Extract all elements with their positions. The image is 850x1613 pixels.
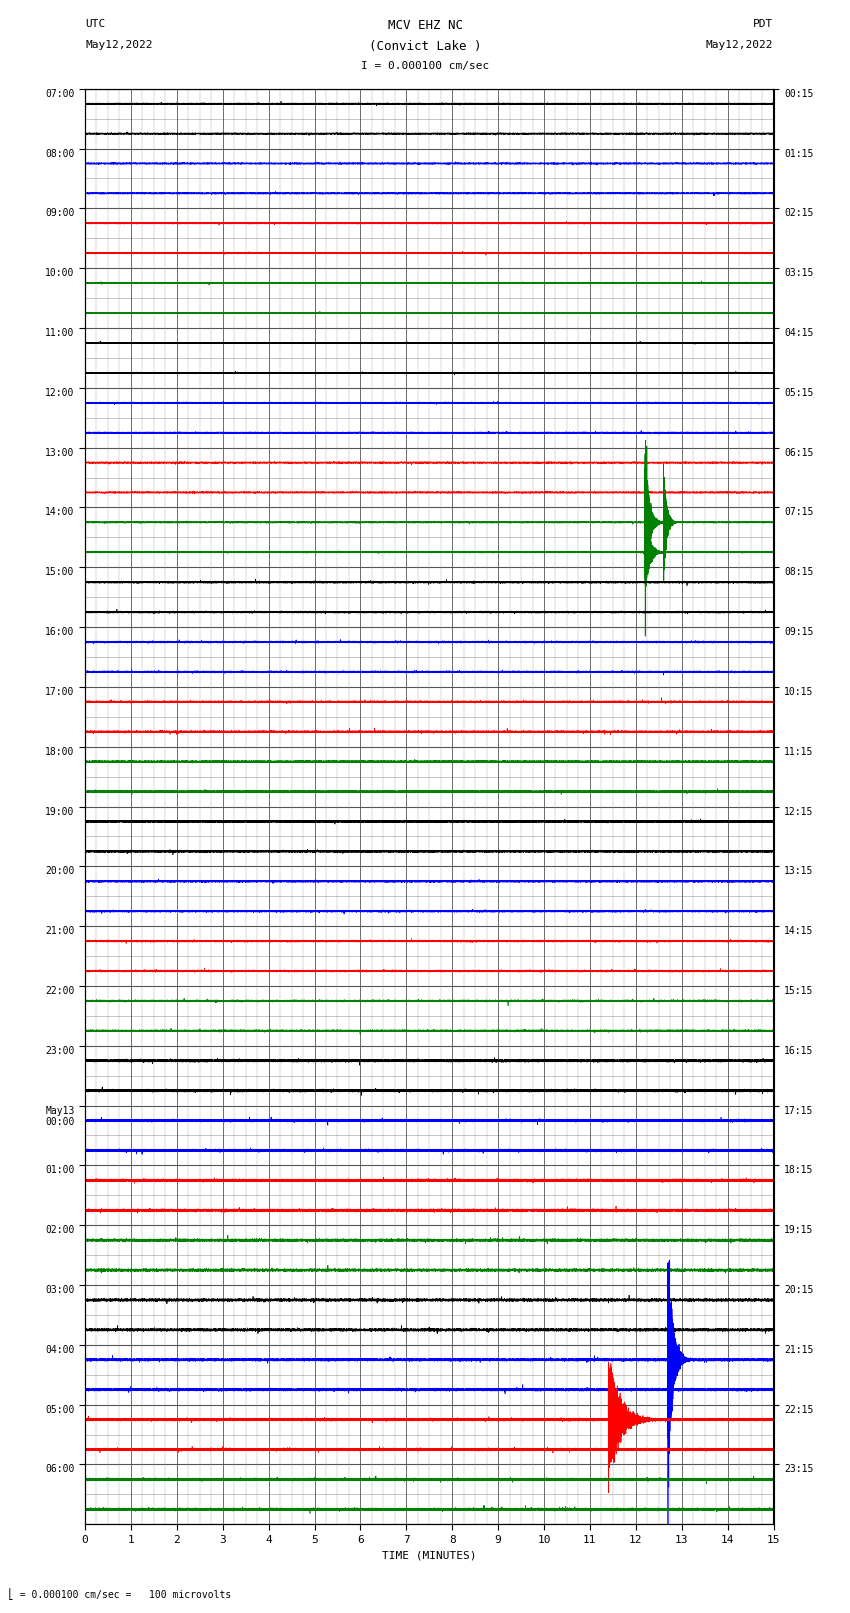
- X-axis label: TIME (MINUTES): TIME (MINUTES): [382, 1550, 477, 1560]
- Text: UTC: UTC: [85, 19, 105, 29]
- Text: I = 0.000100 cm/sec: I = 0.000100 cm/sec: [361, 61, 489, 71]
- Text: MCV EHZ NC: MCV EHZ NC: [388, 19, 462, 32]
- Text: (Convict Lake ): (Convict Lake ): [369, 40, 481, 53]
- Text: PDT: PDT: [753, 19, 774, 29]
- Text: May12,2022: May12,2022: [85, 40, 152, 50]
- Text: ⎣ = 0.000100 cm/sec =   100 microvolts: ⎣ = 0.000100 cm/sec = 100 microvolts: [8, 1589, 232, 1600]
- Text: May12,2022: May12,2022: [706, 40, 774, 50]
